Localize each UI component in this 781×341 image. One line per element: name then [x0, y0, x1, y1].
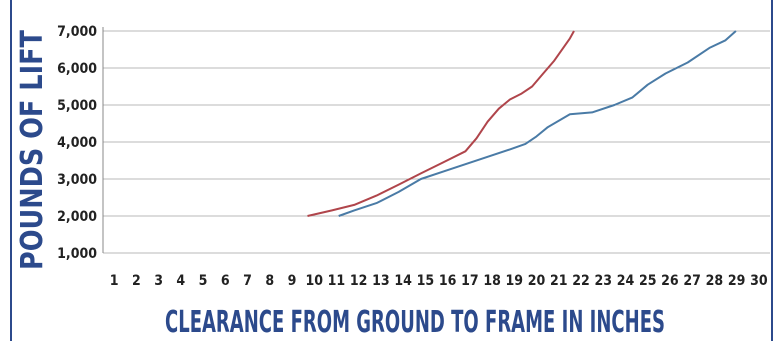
y-tick-label: 3,000: [57, 172, 97, 188]
x-tick-label: 25: [639, 273, 657, 289]
x-axis-title: CLEARANCE FROM GROUND TO FRAME IN INCHES: [165, 305, 665, 340]
x-tick-label: 22: [572, 273, 590, 289]
y-axis-title: POUNDS OF LIFT: [15, 30, 50, 270]
x-tick-label: 2: [132, 273, 141, 289]
x-tick-label: 7: [243, 273, 252, 289]
x-tick-label: 15: [417, 273, 435, 289]
y-tick-labels: 1,000 2,000 3,000 4,000 5,000 6,000 7,000: [57, 24, 97, 262]
x-tick-label: 3: [154, 273, 163, 289]
x-tick-label: 6: [221, 273, 230, 289]
chart-frame-right: [771, 0, 773, 341]
x-tick-label: 30: [750, 273, 768, 289]
x-tick-label: 13: [372, 273, 390, 289]
x-tick-label: 11: [328, 273, 346, 289]
y-tick-label: 2,000: [57, 209, 97, 225]
y-tick-label: 1,000: [57, 246, 97, 262]
x-tick-label: 16: [439, 273, 457, 289]
x-tick-label: 9: [288, 273, 297, 289]
grid: [102, 27, 770, 254]
x-tick-label: 24: [617, 273, 635, 289]
series-lines: [307, 30, 737, 217]
x-tick-label: 23: [594, 273, 612, 289]
x-tick-label: 12: [350, 273, 368, 289]
x-tick-label: 29: [728, 273, 746, 289]
x-tick-label: 8: [265, 273, 274, 289]
x-tick-label: 18: [483, 273, 501, 289]
x-tick-label: 1: [110, 273, 119, 289]
x-tick-label: 10: [305, 273, 323, 289]
x-tick-label: 14: [394, 273, 412, 289]
x-tick-label: 20: [528, 273, 546, 289]
x-tick-label: 4: [176, 273, 185, 289]
y-tick-label: 4,000: [57, 135, 97, 151]
x-tick-label: 28: [706, 273, 724, 289]
x-tick-labels: 1 2 3 4 5 6 7 8 9 10 11 12 13 14 15 16 17 18 19 20 21 22 23 24 2…: [110, 273, 768, 289]
x-tick-label: 21: [550, 273, 568, 289]
series-line-2: [338, 30, 737, 217]
y-tick-label: 5,000: [57, 98, 97, 114]
x-tick-label: 19: [506, 273, 524, 289]
x-tick-label: 17: [461, 273, 479, 289]
x-tick-label: 27: [683, 273, 701, 289]
y-tick-label: 7,000: [57, 24, 97, 40]
chart-frame-left: [10, 0, 12, 341]
y-tick-label: 6,000: [57, 61, 97, 77]
x-tick-label: 5: [199, 273, 208, 289]
series-line-1: [307, 30, 575, 217]
x-tick-label: 26: [661, 273, 679, 289]
